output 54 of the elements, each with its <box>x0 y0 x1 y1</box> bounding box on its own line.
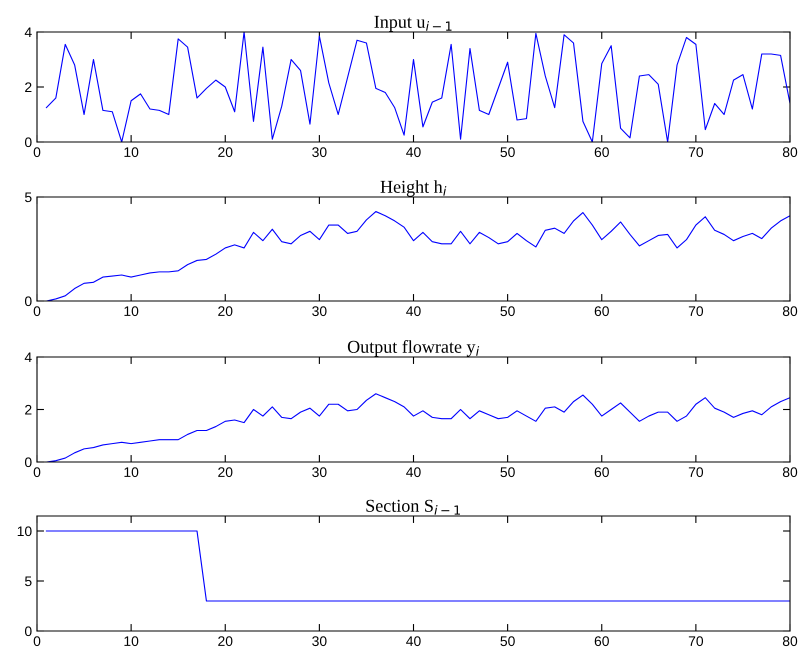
x-tick-label: 30 <box>312 636 327 646</box>
x-tick-label: 50 <box>500 147 515 158</box>
x-tick-label: 0 <box>34 306 40 316</box>
x-tick-label: 70 <box>688 147 704 158</box>
line-series <box>46 32 790 142</box>
x-tick-label: 30 <box>312 467 327 478</box>
line-series <box>46 211 790 301</box>
x-tick-label: 40 <box>406 147 421 158</box>
x-tick-label: 20 <box>218 636 232 646</box>
y-tick-label: 5 <box>24 576 32 586</box>
x-tick-label: 80 <box>782 467 798 478</box>
chart-title: Input u$_{i−1}$ <box>374 16 452 32</box>
x-tick-label: 70 <box>688 636 704 646</box>
x-tick-label: 40 <box>406 636 421 646</box>
y-tick-label: 4 <box>24 27 32 38</box>
x-tick-label: 10 <box>124 636 138 646</box>
x-tick-label: 70 <box>688 306 704 316</box>
x-tick-label: 10 <box>124 147 138 158</box>
y-tick-label: 4 <box>24 352 32 362</box>
x-tick-label: 60 <box>594 636 609 646</box>
chart-title: Output flowrate y$_{i}$ <box>348 340 480 357</box>
y-tick-label: 0 <box>24 626 32 636</box>
x-tick-label: 50 <box>500 306 515 316</box>
y-tick-label: 0 <box>24 457 32 468</box>
x-tick-label: 50 <box>500 636 515 646</box>
x-tick-label: 40 <box>406 467 421 478</box>
x-tick-label: 20 <box>218 147 232 158</box>
x-tick-label: 10 <box>124 306 138 316</box>
x-tick-label: 60 <box>594 467 609 478</box>
y-tick-label: 2 <box>25 82 32 92</box>
y-tick-label: 10 <box>18 526 32 536</box>
x-tick-label: 80 <box>782 147 798 158</box>
x-tick-label: 20 <box>218 467 232 478</box>
x-tick-label: 80 <box>782 636 798 646</box>
y-tick-label: 2 <box>25 404 32 415</box>
x-tick-label: 50 <box>500 467 515 478</box>
chart-title: Section S$_{i−1}$ <box>366 500 460 515</box>
chart-title: Height h$_{i}$ <box>380 180 446 197</box>
x-tick-label: 0 <box>34 636 40 646</box>
y-tick-label: 0 <box>24 137 32 148</box>
x-tick-label: 80 <box>782 306 798 316</box>
x-tick-label: 30 <box>312 306 327 316</box>
x-tick-label: 20 <box>218 306 232 316</box>
x-tick-label: 40 <box>406 306 421 316</box>
y-tick-label: 0 <box>24 296 32 306</box>
x-tick-label: 60 <box>594 147 609 158</box>
x-tick-label: 0 <box>34 467 40 478</box>
y-tick-label: 5 <box>24 192 32 202</box>
x-tick-label: 0 <box>34 147 40 158</box>
x-tick-label: 60 <box>594 306 609 316</box>
x-tick-label: 70 <box>688 467 704 478</box>
line-series <box>46 393 790 462</box>
x-tick-label: 10 <box>124 467 138 478</box>
x-tick-label: 30 <box>312 147 327 158</box>
